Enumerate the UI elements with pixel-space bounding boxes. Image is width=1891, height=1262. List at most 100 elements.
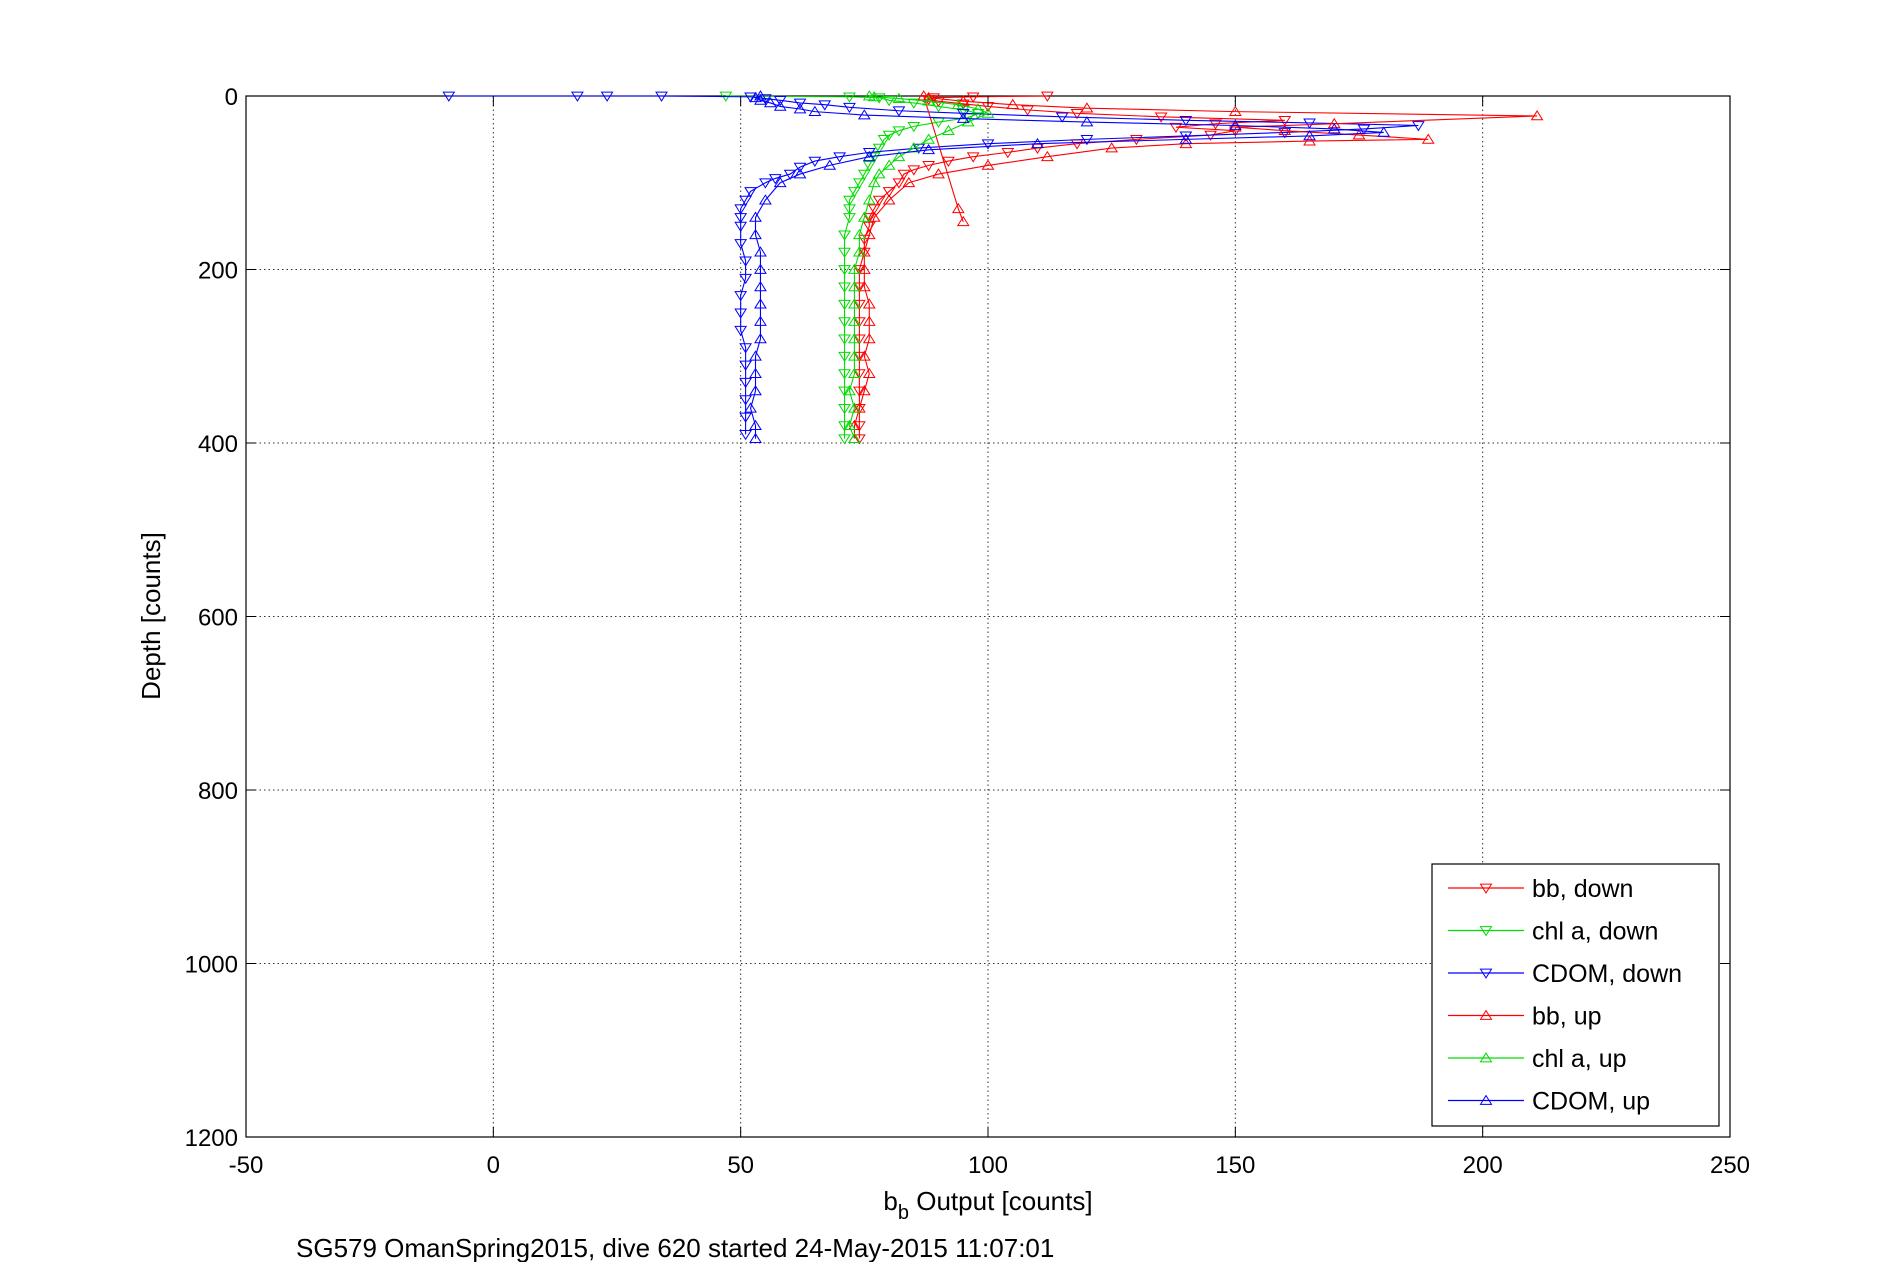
data-point <box>852 299 866 311</box>
data-point <box>1031 137 1044 149</box>
data-point <box>838 299 851 311</box>
data-point <box>857 263 871 274</box>
data-point <box>966 152 980 163</box>
legend-entry: chl a, up <box>1448 1045 1627 1073</box>
data-point <box>1105 142 1119 153</box>
legend-label: bb, down <box>1532 875 1633 903</box>
data-point <box>852 246 866 257</box>
data-point <box>956 99 970 110</box>
data-point <box>961 116 975 127</box>
y-tick-label: 1000 <box>185 952 238 979</box>
data-point <box>862 150 876 162</box>
data-point <box>600 91 614 102</box>
data-point <box>734 239 748 250</box>
data-point <box>848 367 861 378</box>
data-point <box>848 432 861 444</box>
series-line <box>858 95 1285 439</box>
data-point <box>1129 135 1143 146</box>
data-point <box>852 317 866 328</box>
x-axis-label: bb Output [counts] <box>883 1186 1092 1224</box>
data-point <box>1209 119 1222 130</box>
data-point <box>744 402 757 413</box>
data-point <box>843 385 856 396</box>
data-point <box>857 385 871 396</box>
data-point <box>843 102 856 114</box>
data-point <box>1228 121 1242 132</box>
legend-marker <box>1479 968 1493 979</box>
data-point <box>749 367 762 378</box>
data-point <box>857 247 871 259</box>
data-point <box>1040 150 1054 162</box>
legend-marker <box>1479 926 1493 937</box>
data-point <box>892 126 906 137</box>
series-layer <box>442 90 1544 445</box>
data-point <box>848 402 861 413</box>
data-point <box>783 169 797 180</box>
data-point <box>862 298 876 309</box>
data-point <box>838 282 851 293</box>
data-point <box>1377 126 1391 137</box>
data-point <box>838 265 851 276</box>
y-tick-label: 200 <box>198 258 238 285</box>
data-point <box>734 221 748 233</box>
data-point <box>754 280 767 292</box>
data-point <box>838 386 851 397</box>
series-chl-a-up <box>843 90 995 444</box>
data-point <box>867 90 881 102</box>
data-point <box>852 351 866 363</box>
data-point <box>857 234 871 246</box>
data-point <box>744 92 757 103</box>
legend-label: CDOM, up <box>1532 1088 1650 1116</box>
y-tick-label: 0 <box>225 84 238 111</box>
caption: SG579 OmanSpring2015, dive 620 started 2… <box>296 1233 1054 1262</box>
data-point <box>917 90 931 101</box>
data-point <box>1421 133 1435 144</box>
data-point <box>808 156 822 167</box>
data-point <box>852 265 866 276</box>
data-point <box>1327 117 1341 129</box>
data-point <box>843 419 856 430</box>
data-point <box>862 315 876 326</box>
data-point <box>1530 110 1544 121</box>
data-point <box>892 178 906 189</box>
data-point <box>734 213 748 224</box>
y-tick-label: 1200 <box>185 1125 238 1152</box>
data-point <box>922 133 936 144</box>
data-point <box>773 95 787 107</box>
x-tick-label: 200 <box>1463 1152 1503 1179</box>
data-point <box>773 176 787 188</box>
data-point <box>739 412 753 423</box>
legend-entry: CDOM, up <box>1448 1088 1650 1116</box>
data-point <box>857 211 871 222</box>
data-point <box>734 325 748 337</box>
data-point <box>744 187 757 198</box>
data-point <box>852 334 866 345</box>
data-point <box>749 91 762 103</box>
y-tick-label: 600 <box>198 605 238 632</box>
data-point <box>981 159 995 170</box>
data-point <box>1179 133 1193 144</box>
data-point <box>862 90 876 101</box>
legend-entry: CDOM, down <box>1448 960 1682 988</box>
data-point <box>956 109 970 120</box>
data-point <box>838 317 851 328</box>
data-point <box>852 369 866 380</box>
data-point <box>942 124 955 136</box>
legend-marker <box>1479 1052 1493 1063</box>
data-point <box>754 315 767 326</box>
data-point <box>852 228 866 240</box>
series-line <box>848 95 990 439</box>
data-point <box>892 150 906 162</box>
legend-entry: bb, up <box>1448 1003 1602 1031</box>
data-point <box>912 143 926 154</box>
series-bb-down <box>852 91 1292 445</box>
data-point <box>838 369 851 380</box>
data-point <box>1352 129 1366 140</box>
data-point <box>734 291 748 302</box>
series-cdom-down <box>442 91 1425 441</box>
data-point <box>768 174 782 185</box>
series-line <box>853 95 1538 439</box>
data-point <box>852 178 866 189</box>
data-point <box>749 228 762 240</box>
